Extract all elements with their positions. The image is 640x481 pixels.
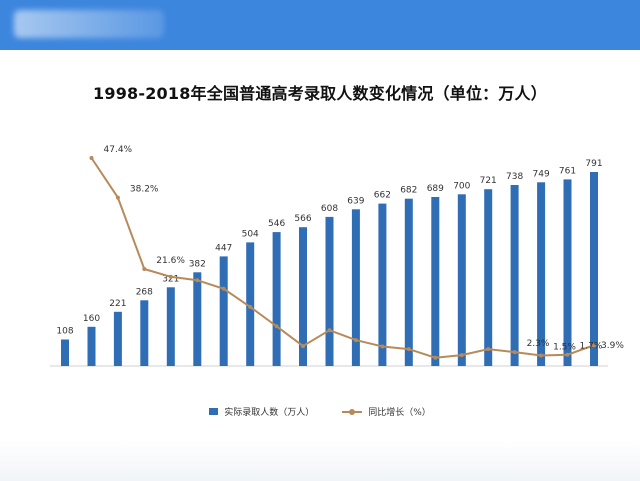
bar-2017 bbox=[563, 179, 572, 366]
bar-value-label: 382 bbox=[189, 259, 206, 269]
legend-item-bars: 实际录取人数（万人） bbox=[209, 405, 314, 418]
bar-value-label: 221 bbox=[109, 299, 126, 309]
bar-2013 bbox=[457, 194, 466, 366]
bar-2015 bbox=[510, 185, 519, 366]
bar-2009 bbox=[351, 209, 360, 366]
bar-value-label: 689 bbox=[427, 184, 444, 194]
growth-point-2007 bbox=[301, 344, 305, 349]
legend-bar-swatch bbox=[209, 408, 219, 415]
growth-value-label: 21.6% bbox=[156, 256, 185, 266]
bar-value-label: 761 bbox=[559, 166, 576, 176]
bar-value-label: 749 bbox=[533, 169, 550, 179]
growth-point-2015 bbox=[512, 350, 517, 355]
growth-value-label: 3.9% bbox=[601, 341, 624, 351]
growth-line-group bbox=[89, 156, 596, 360]
bar-2011 bbox=[404, 198, 413, 366]
bar-2006 bbox=[272, 232, 281, 366]
growth-point-2003 bbox=[195, 278, 200, 283]
chart-title: 1998-2018年全国普通高考录取人数变化情况（单位：万人） bbox=[93, 84, 547, 103]
bar-value-label: 160 bbox=[83, 314, 100, 324]
growth-point-2017 bbox=[565, 352, 570, 357]
bar-2014 bbox=[484, 189, 493, 366]
growth-point-2005 bbox=[248, 304, 253, 309]
bar-2007 bbox=[299, 227, 307, 366]
growth-point-2001 bbox=[142, 267, 147, 271]
growth-point-2011 bbox=[406, 347, 411, 352]
bar-value-label: 738 bbox=[506, 172, 523, 182]
bar-value-label: 108 bbox=[56, 327, 73, 337]
growth-point-2014 bbox=[486, 347, 491, 352]
legend-item-line: 同比增长（%） bbox=[342, 405, 431, 418]
bar-value-label: 321 bbox=[162, 274, 179, 284]
bar-value-label: 700 bbox=[453, 181, 470, 191]
bar-value-label: 268 bbox=[136, 287, 153, 297]
bar-value-label: 566 bbox=[294, 214, 311, 224]
growth-point-2000 bbox=[115, 195, 120, 200]
bar-value-label: 447 bbox=[215, 243, 232, 253]
growth-value-label: 38.2% bbox=[130, 185, 159, 195]
bar-2012 bbox=[431, 197, 440, 366]
growth-point-2008 bbox=[327, 328, 332, 333]
legend: 实际录取人数（万人） 同比增长（%） bbox=[0, 405, 640, 418]
bar-1999 bbox=[87, 326, 96, 366]
bar-2005 bbox=[246, 242, 255, 366]
legend-bar-label: 实际录取人数（万人） bbox=[224, 408, 315, 418]
bar-value-label: 504 bbox=[242, 229, 259, 239]
bar-2016 bbox=[537, 182, 546, 366]
legend-line-label: 同比增长（%） bbox=[368, 408, 431, 418]
bar-2001 bbox=[140, 300, 149, 366]
growth-point-2009 bbox=[353, 338, 358, 343]
growth-point-2006 bbox=[274, 324, 279, 329]
bar-2002 bbox=[166, 287, 175, 366]
growth-point-2002 bbox=[168, 274, 173, 279]
growth-point-2004 bbox=[221, 286, 226, 291]
bar-value-label: 662 bbox=[374, 191, 391, 201]
bar-1998 bbox=[61, 339, 69, 366]
growth-point-2016 bbox=[539, 353, 544, 358]
bar-2018 bbox=[590, 172, 598, 366]
bar-value-label: 546 bbox=[268, 219, 285, 229]
bar-value-label: 608 bbox=[321, 204, 338, 214]
legend-line-swatch bbox=[342, 408, 363, 415]
growth-labels-group: 47.4% 38.2% 21.6% 2.3% 1.5% 1.7%3.9% bbox=[104, 145, 625, 353]
growth-point-2013 bbox=[459, 353, 464, 358]
growth-line bbox=[90, 157, 595, 359]
bar-value-label: 682 bbox=[400, 186, 417, 196]
growth-value-label: 1.5% bbox=[553, 343, 576, 353]
growth-point-2012 bbox=[433, 355, 438, 360]
growth-value-label: 47.4% bbox=[104, 145, 133, 155]
bar-2004 bbox=[219, 256, 228, 366]
header-band bbox=[0, 0, 640, 50]
bar-2008 bbox=[325, 216, 334, 366]
bar-2003 bbox=[193, 272, 202, 366]
growth-value-label: 2.3% bbox=[527, 339, 550, 349]
bar-value-label: 721 bbox=[480, 176, 497, 186]
bar-2010 bbox=[378, 203, 387, 366]
growth-point-2010 bbox=[380, 344, 385, 349]
bottom-fade bbox=[0, 440, 640, 481]
bars-group bbox=[61, 172, 598, 366]
bar-value-label: 791 bbox=[585, 159, 602, 169]
growth-value-label: 1.7% bbox=[580, 342, 603, 352]
bar-labels-group: 108 160 221 268 321 382 447 504 546 566 608 639 662 6… bbox=[56, 159, 602, 337]
bar-2000 bbox=[113, 311, 122, 366]
bar-value-label: 639 bbox=[347, 196, 364, 206]
blurred-logo bbox=[14, 10, 164, 38]
growth-point-2018 bbox=[592, 343, 596, 348]
growth-point-1999 bbox=[89, 156, 94, 160]
